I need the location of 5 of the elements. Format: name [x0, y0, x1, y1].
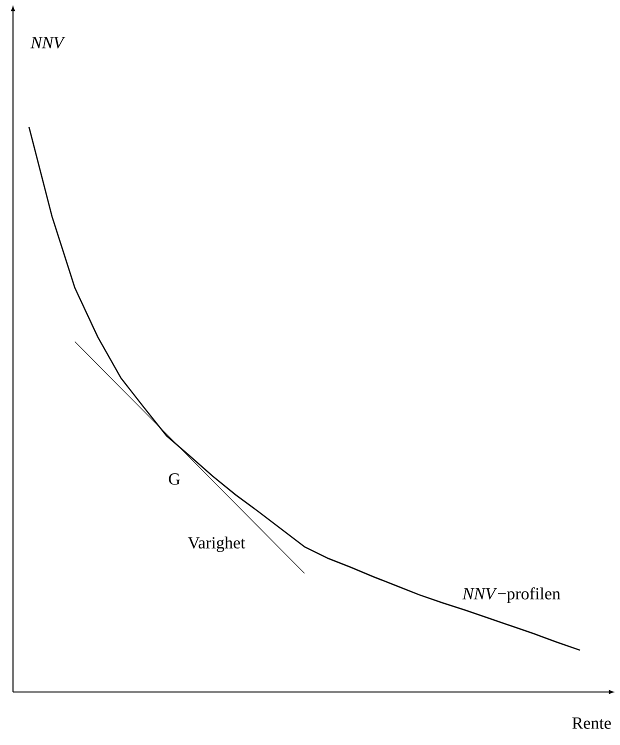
annotation: G [168, 473, 180, 485]
x-axis-title: Rente [572, 718, 611, 729]
annotation: NNV−profilen [462, 587, 560, 603]
annotation: Varighet [188, 536, 246, 552]
text: NNV [30, 37, 66, 48]
